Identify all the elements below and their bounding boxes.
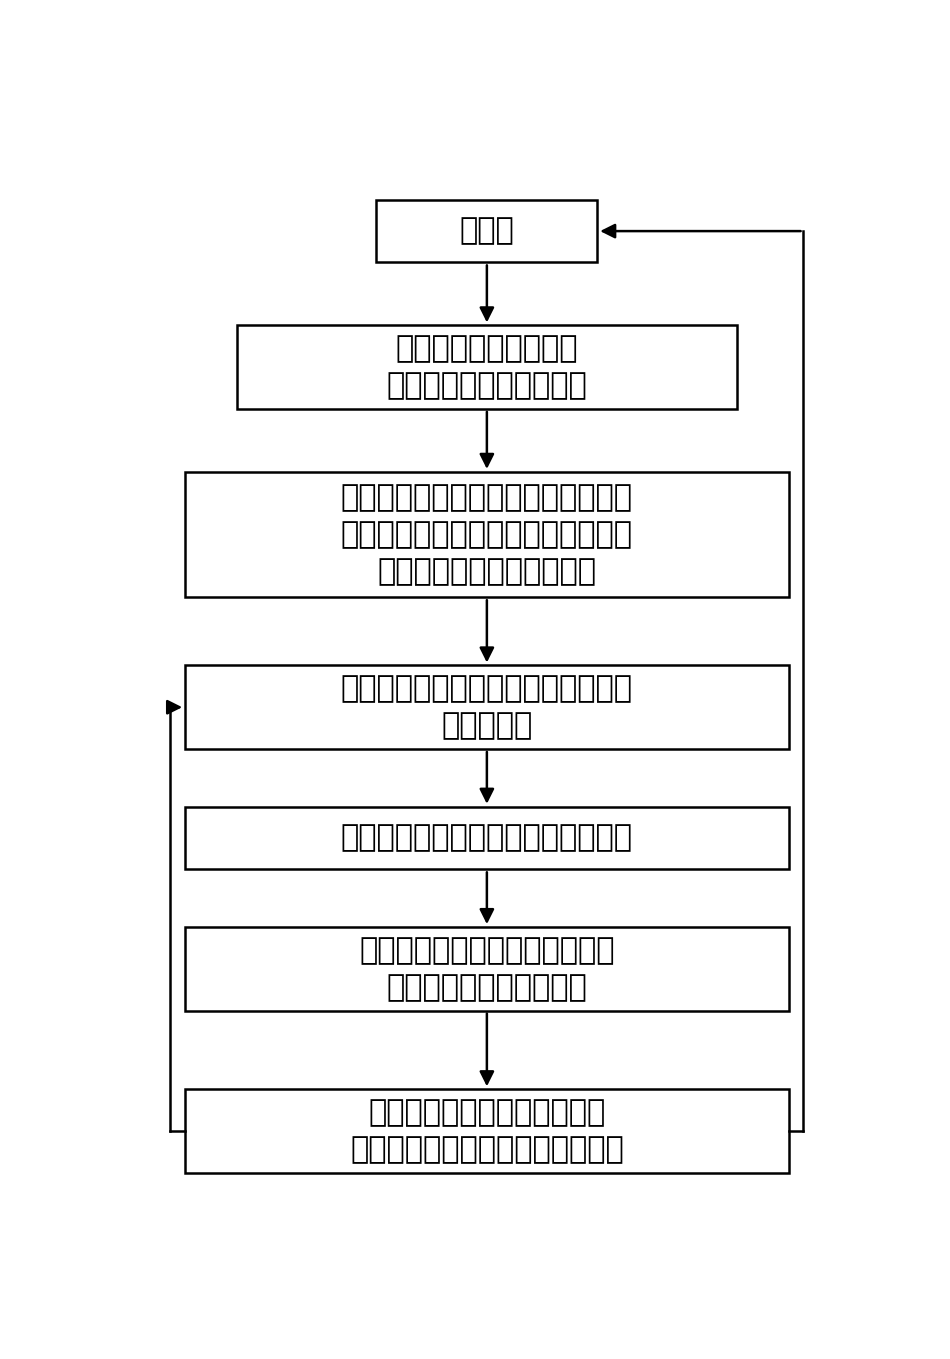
Text: 初始化: 初始化 (460, 216, 514, 246)
Text: 依据器件温度值与环境温度差值
动态调整风机浮动转速值: 依据器件温度值与环境温度差值 动态调整风机浮动转速值 (359, 936, 615, 1002)
Bar (185, 1089, 788, 1173)
Text: 依据风机设定转速和风机测量
转速值差值逐步调整风机占空比值: 依据风机设定转速和风机测量 转速值差值逐步调整风机占空比值 (350, 1098, 624, 1165)
Bar (185, 807, 788, 870)
Text: 依据环境温度值确定风机基础转速值: 依据环境温度值确定风机基础转速值 (341, 824, 633, 852)
Text: 读取不同速度段基础转速设定值、模
块温度变化阀值、不同速度段浮动转
速计算函数等关键控制参数: 读取不同速度段基础转速设定值、模 块温度变化阀值、不同速度段浮动转 速计算函数等… (341, 482, 633, 586)
Bar (185, 666, 788, 749)
Text: 读取环境温度范围设定
阀值、风机转速范围阀值: 读取环境温度范围设定 阀值、风机转速范围阀值 (387, 334, 587, 400)
Bar (237, 325, 737, 409)
Text: 采集环境温度值、模块器件温度值、
风机转速值: 采集环境温度值、模块器件温度值、 风机转速值 (341, 674, 633, 741)
Bar (185, 927, 788, 1011)
Bar (376, 200, 598, 262)
Bar (185, 472, 788, 598)
